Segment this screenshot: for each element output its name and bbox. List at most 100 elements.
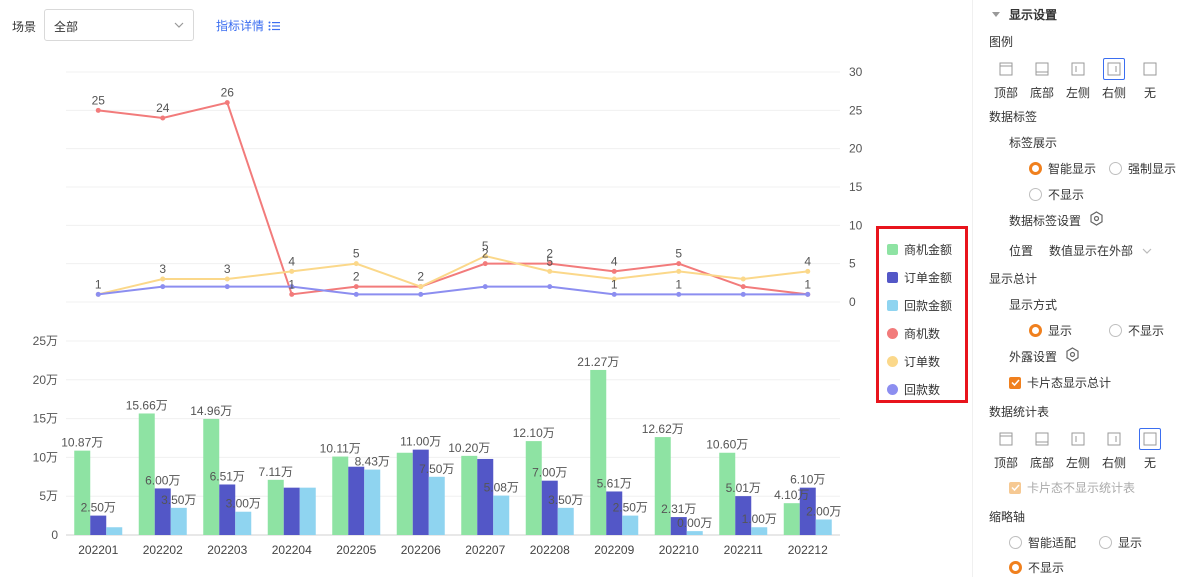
radio-smart-show[interactable]: 智能显示: [1029, 160, 1096, 177]
x-tick-label: 202201: [78, 543, 118, 557]
bar: [219, 484, 236, 535]
radio-label: 强制显示: [1128, 162, 1177, 176]
bar: [428, 476, 445, 535]
bar: [364, 469, 381, 535]
legend-item[interactable]: 回款数: [879, 375, 965, 403]
bar: [396, 452, 413, 535]
radio-label: 显示: [1118, 536, 1143, 550]
x-tick-label: 202207: [465, 543, 505, 557]
y-tick-label: 5: [849, 257, 856, 271]
radio-zoom-hide[interactable]: 不显示: [1009, 559, 1064, 576]
line-point: [740, 284, 746, 290]
data-label: 3.00万: [226, 497, 261, 511]
check-icon: [1009, 376, 1021, 389]
legend-pos-bottom[interactable]: 底部: [1027, 58, 1057, 101]
radio-label: 不显示: [1028, 561, 1065, 575]
bar: [348, 466, 365, 535]
card-hide-stats-checkbox[interactable]: 卡片态不显示统计表: [1009, 479, 1135, 496]
stats-pos-right[interactable]: 右侧: [1099, 428, 1129, 471]
data-label: 10.11万: [320, 442, 361, 456]
legend-pos-none[interactable]: 无: [1135, 58, 1165, 101]
data-label: 3.50万: [548, 493, 583, 507]
data-label: 8.43万: [355, 455, 390, 469]
position-option-label: 无: [1143, 86, 1156, 100]
stats-pos-top[interactable]: 顶部: [991, 428, 1021, 471]
stats-pos-bottom[interactable]: 底部: [1027, 428, 1057, 471]
data-label: 0.00万: [677, 516, 712, 530]
data-label: 2.50万: [613, 501, 648, 515]
legend-item[interactable]: 商机金额: [879, 235, 965, 263]
line-point: [676, 291, 682, 297]
radio-zoom-show[interactable]: 显示: [1099, 534, 1142, 551]
data-label: 10.87万: [61, 436, 103, 450]
layout-none-icon: [1139, 58, 1161, 80]
legend-pos-top[interactable]: 顶部: [991, 58, 1021, 101]
line-point: [95, 291, 101, 297]
data-label: 7.11万: [259, 465, 293, 479]
data-label: 2.00万: [806, 504, 841, 518]
layout-left-icon: [1067, 428, 1089, 450]
position-option-label: 顶部: [993, 86, 1018, 100]
bar: [815, 519, 832, 535]
collapse-caret[interactable]: [992, 12, 1000, 17]
scene-select-value: 全部: [54, 20, 79, 34]
legend-item[interactable]: 订单金额: [879, 263, 965, 291]
legend-item[interactable]: 回款金额: [879, 291, 965, 319]
data-label: 14.96万: [190, 404, 232, 418]
zoom-axis-title: 缩略轴: [989, 510, 1026, 524]
radio-total-show[interactable]: 显示: [1029, 322, 1072, 339]
display-settings-title: 显示设置: [1009, 8, 1058, 22]
stats-pos-left[interactable]: 左侧: [1063, 428, 1093, 471]
data-label: 26: [221, 86, 235, 100]
settings-panel: 显示设置 图例 顶部 底部 左侧 右侧无 数据标签 标签展示 智能显示 强制显示 不显…: [972, 0, 1200, 577]
x-tick-label: 202208: [530, 543, 570, 557]
chevron-down-icon: [174, 22, 184, 28]
data-label: 5.08万: [484, 481, 519, 495]
data-label: 5: [353, 247, 360, 261]
bar: [622, 515, 639, 535]
position-label: 位置: [1009, 244, 1034, 258]
x-tick-label: 202204: [272, 543, 312, 557]
line-point: [482, 253, 488, 259]
radio-zoom-smart[interactable]: 智能适配: [1009, 534, 1076, 551]
line-point: [289, 291, 295, 297]
line-point: [482, 284, 488, 290]
line-point: [160, 115, 166, 121]
data-label: 24: [156, 101, 170, 115]
data-label: 5.01万: [726, 481, 761, 495]
data-label: 6.51万: [210, 469, 245, 483]
position-select[interactable]: 数值显示在外部: [1049, 242, 1153, 259]
scene-select[interactable]: 全部: [44, 9, 194, 41]
data-label: 6.10万: [790, 473, 825, 487]
data-label: 12.62万: [642, 422, 684, 436]
legend-square-icon: [887, 299, 898, 311]
position-option-label: 底部: [1029, 456, 1054, 470]
line-point: [740, 276, 746, 282]
bar: [799, 487, 816, 535]
exposure-settings: 外露设置: [1009, 350, 1058, 364]
radio-no-show[interactable]: 不显示: [1029, 186, 1084, 203]
card-show-total-checkbox[interactable]: 卡片态显示总计: [1009, 374, 1111, 391]
radio-force-show[interactable]: 强制显示: [1109, 160, 1176, 177]
metric-detail-link[interactable]: 指标详情: [216, 17, 281, 34]
line-point: [289, 284, 295, 290]
data-label: 2.50万: [81, 501, 116, 515]
legend-pos-left[interactable]: 左侧: [1063, 58, 1093, 101]
stats-pos-none[interactable]: 无: [1135, 428, 1165, 471]
legend-item[interactable]: 订单数: [879, 347, 965, 375]
series-line: [98, 254, 808, 296]
legend-item[interactable]: 商机数: [879, 319, 965, 347]
data-label-title: 数据标签: [989, 110, 1038, 124]
legend-pos-right[interactable]: 右侧: [1099, 58, 1129, 101]
line-point: [611, 291, 617, 297]
line-point: [224, 276, 230, 282]
data-label: 5: [482, 239, 489, 253]
position-option-label: 右侧: [1101, 86, 1126, 100]
hexagon-settings-icon[interactable]: [1089, 211, 1104, 226]
radio-total-hide[interactable]: 不显示: [1109, 322, 1164, 339]
line-point: [547, 268, 553, 274]
hexagon-settings-icon[interactable]: [1065, 347, 1080, 362]
data-label: 7.00万: [532, 466, 567, 480]
line-point: [611, 276, 617, 282]
